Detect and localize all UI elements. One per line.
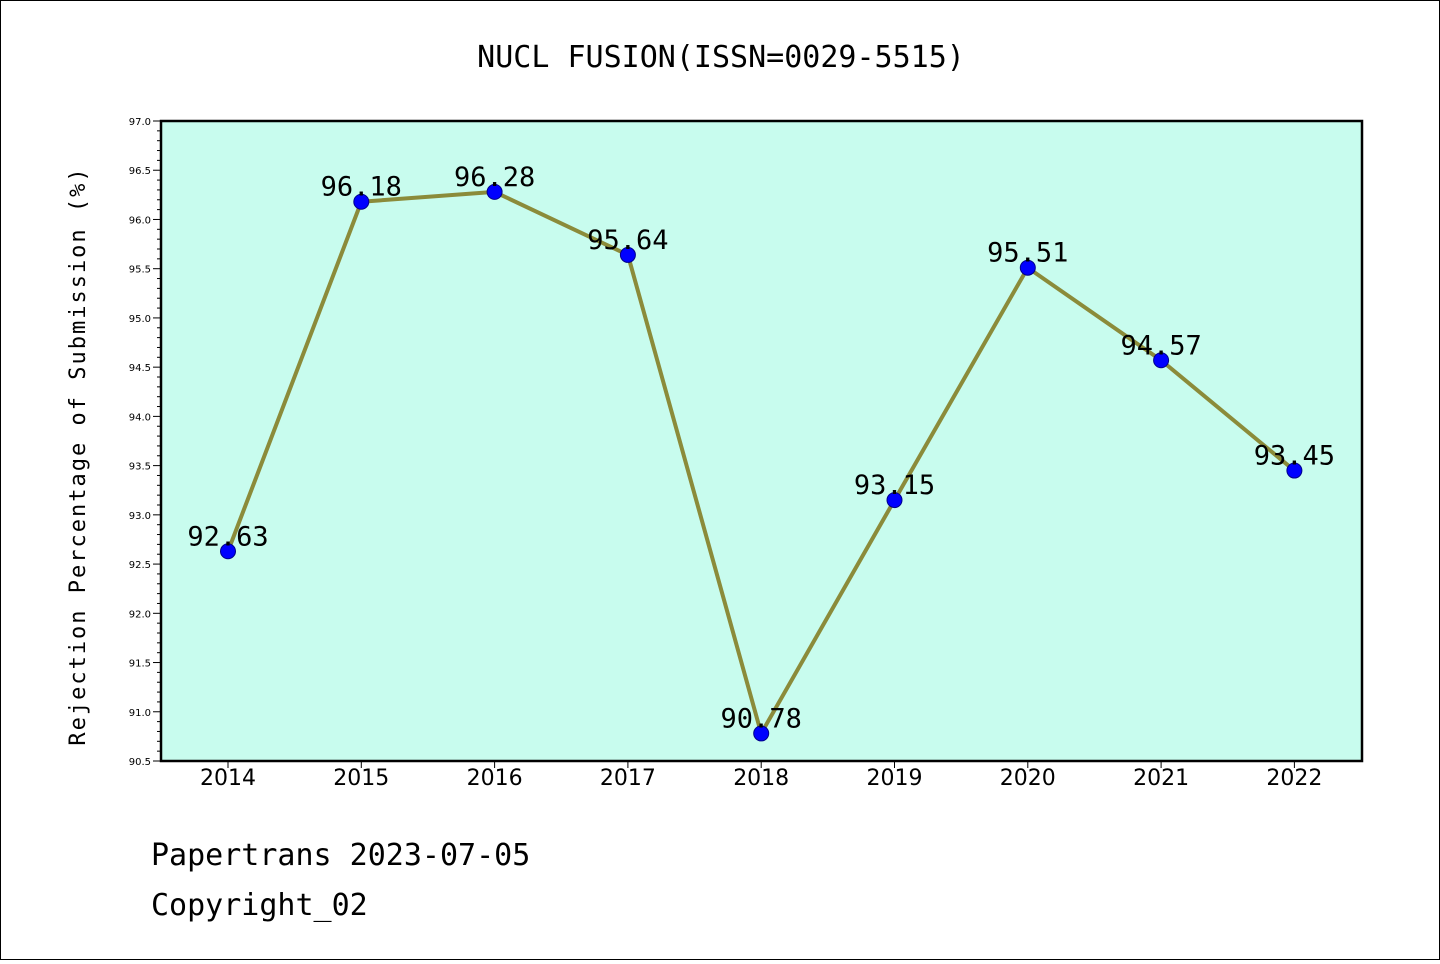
x-tick-label: 2022	[1266, 766, 1322, 791]
y-tick-label: 93.0	[129, 511, 151, 522]
data-label: 96.28	[454, 162, 535, 193]
x-tick-label: 2015	[333, 766, 389, 791]
y-tick-label: 91.5	[129, 659, 151, 670]
y-tick-label: 97.0	[129, 117, 151, 128]
data-point-marker	[1019, 259, 1036, 276]
plot-area	[159, 119, 1364, 763]
x-tick-label: 2014	[200, 766, 256, 791]
data-point-marker	[353, 193, 370, 210]
y-tick-label: 95.0	[129, 314, 151, 325]
y-tick-label: 92.0	[129, 609, 151, 620]
x-axis-ticks: 2014 2015 2016 2017 2018 2019 2020 2021 2022	[200, 761, 1322, 791]
y-tick-label: 91.0	[129, 708, 151, 719]
data-point-marker	[220, 543, 236, 560]
y-tick-label: 93.5	[129, 462, 151, 473]
data-label: 93.15	[854, 470, 935, 501]
data-point-marker	[1286, 462, 1303, 479]
data-label: 96.18	[321, 172, 402, 203]
data-label: 95.51	[987, 238, 1068, 269]
data-label: 95.64	[587, 225, 668, 256]
data-point-marker	[619, 246, 636, 263]
y-tick-label: 96.0	[129, 215, 151, 226]
chart-title: NUCL FUSION(ISSN=0029-5515)	[477, 40, 965, 75]
x-tick-label: 2021	[1133, 766, 1189, 791]
y-tick-label: 94.5	[129, 363, 151, 374]
x-tick-label: 2017	[600, 766, 656, 791]
data-label: 94.57	[1120, 330, 1201, 361]
y-axis-ticks: 90.5 91.0 91.5 92.0 92.5 93.0 93.5 94.0 94.5 95.0…	[129, 117, 161, 768]
x-tick-label: 2019	[867, 766, 923, 791]
footer-date: Papertrans 2023-07-05	[151, 838, 530, 873]
x-tick-label: 2016	[467, 766, 523, 791]
data-label: 93.45	[1254, 441, 1335, 472]
x-tick-label: 2018	[733, 766, 789, 791]
data-point-marker	[753, 725, 770, 742]
data-point-marker	[886, 492, 903, 509]
data-label: 92.63	[187, 521, 268, 552]
x-tick-label: 2020	[1000, 766, 1056, 791]
y-tick-label: 90.5	[129, 757, 151, 768]
y-axis-label: Rejection Percentage of Submission (%)	[66, 166, 91, 745]
series-markers	[220, 183, 1303, 742]
data-labels: 92.63 96.18 96.28 95.64 90.78 93.15 95.51 94.57…	[187, 162, 1335, 735]
y-tick-label: 94.0	[129, 412, 151, 423]
data-point-marker	[1153, 352, 1170, 369]
footer-copyright: Copyright_02	[151, 888, 368, 923]
data-point-marker	[486, 183, 503, 200]
y-tick-label: 95.5	[129, 265, 151, 276]
data-label: 90.78	[721, 703, 802, 734]
y-tick-label: 96.5	[129, 166, 151, 177]
y-tick-label: 92.5	[129, 560, 151, 571]
